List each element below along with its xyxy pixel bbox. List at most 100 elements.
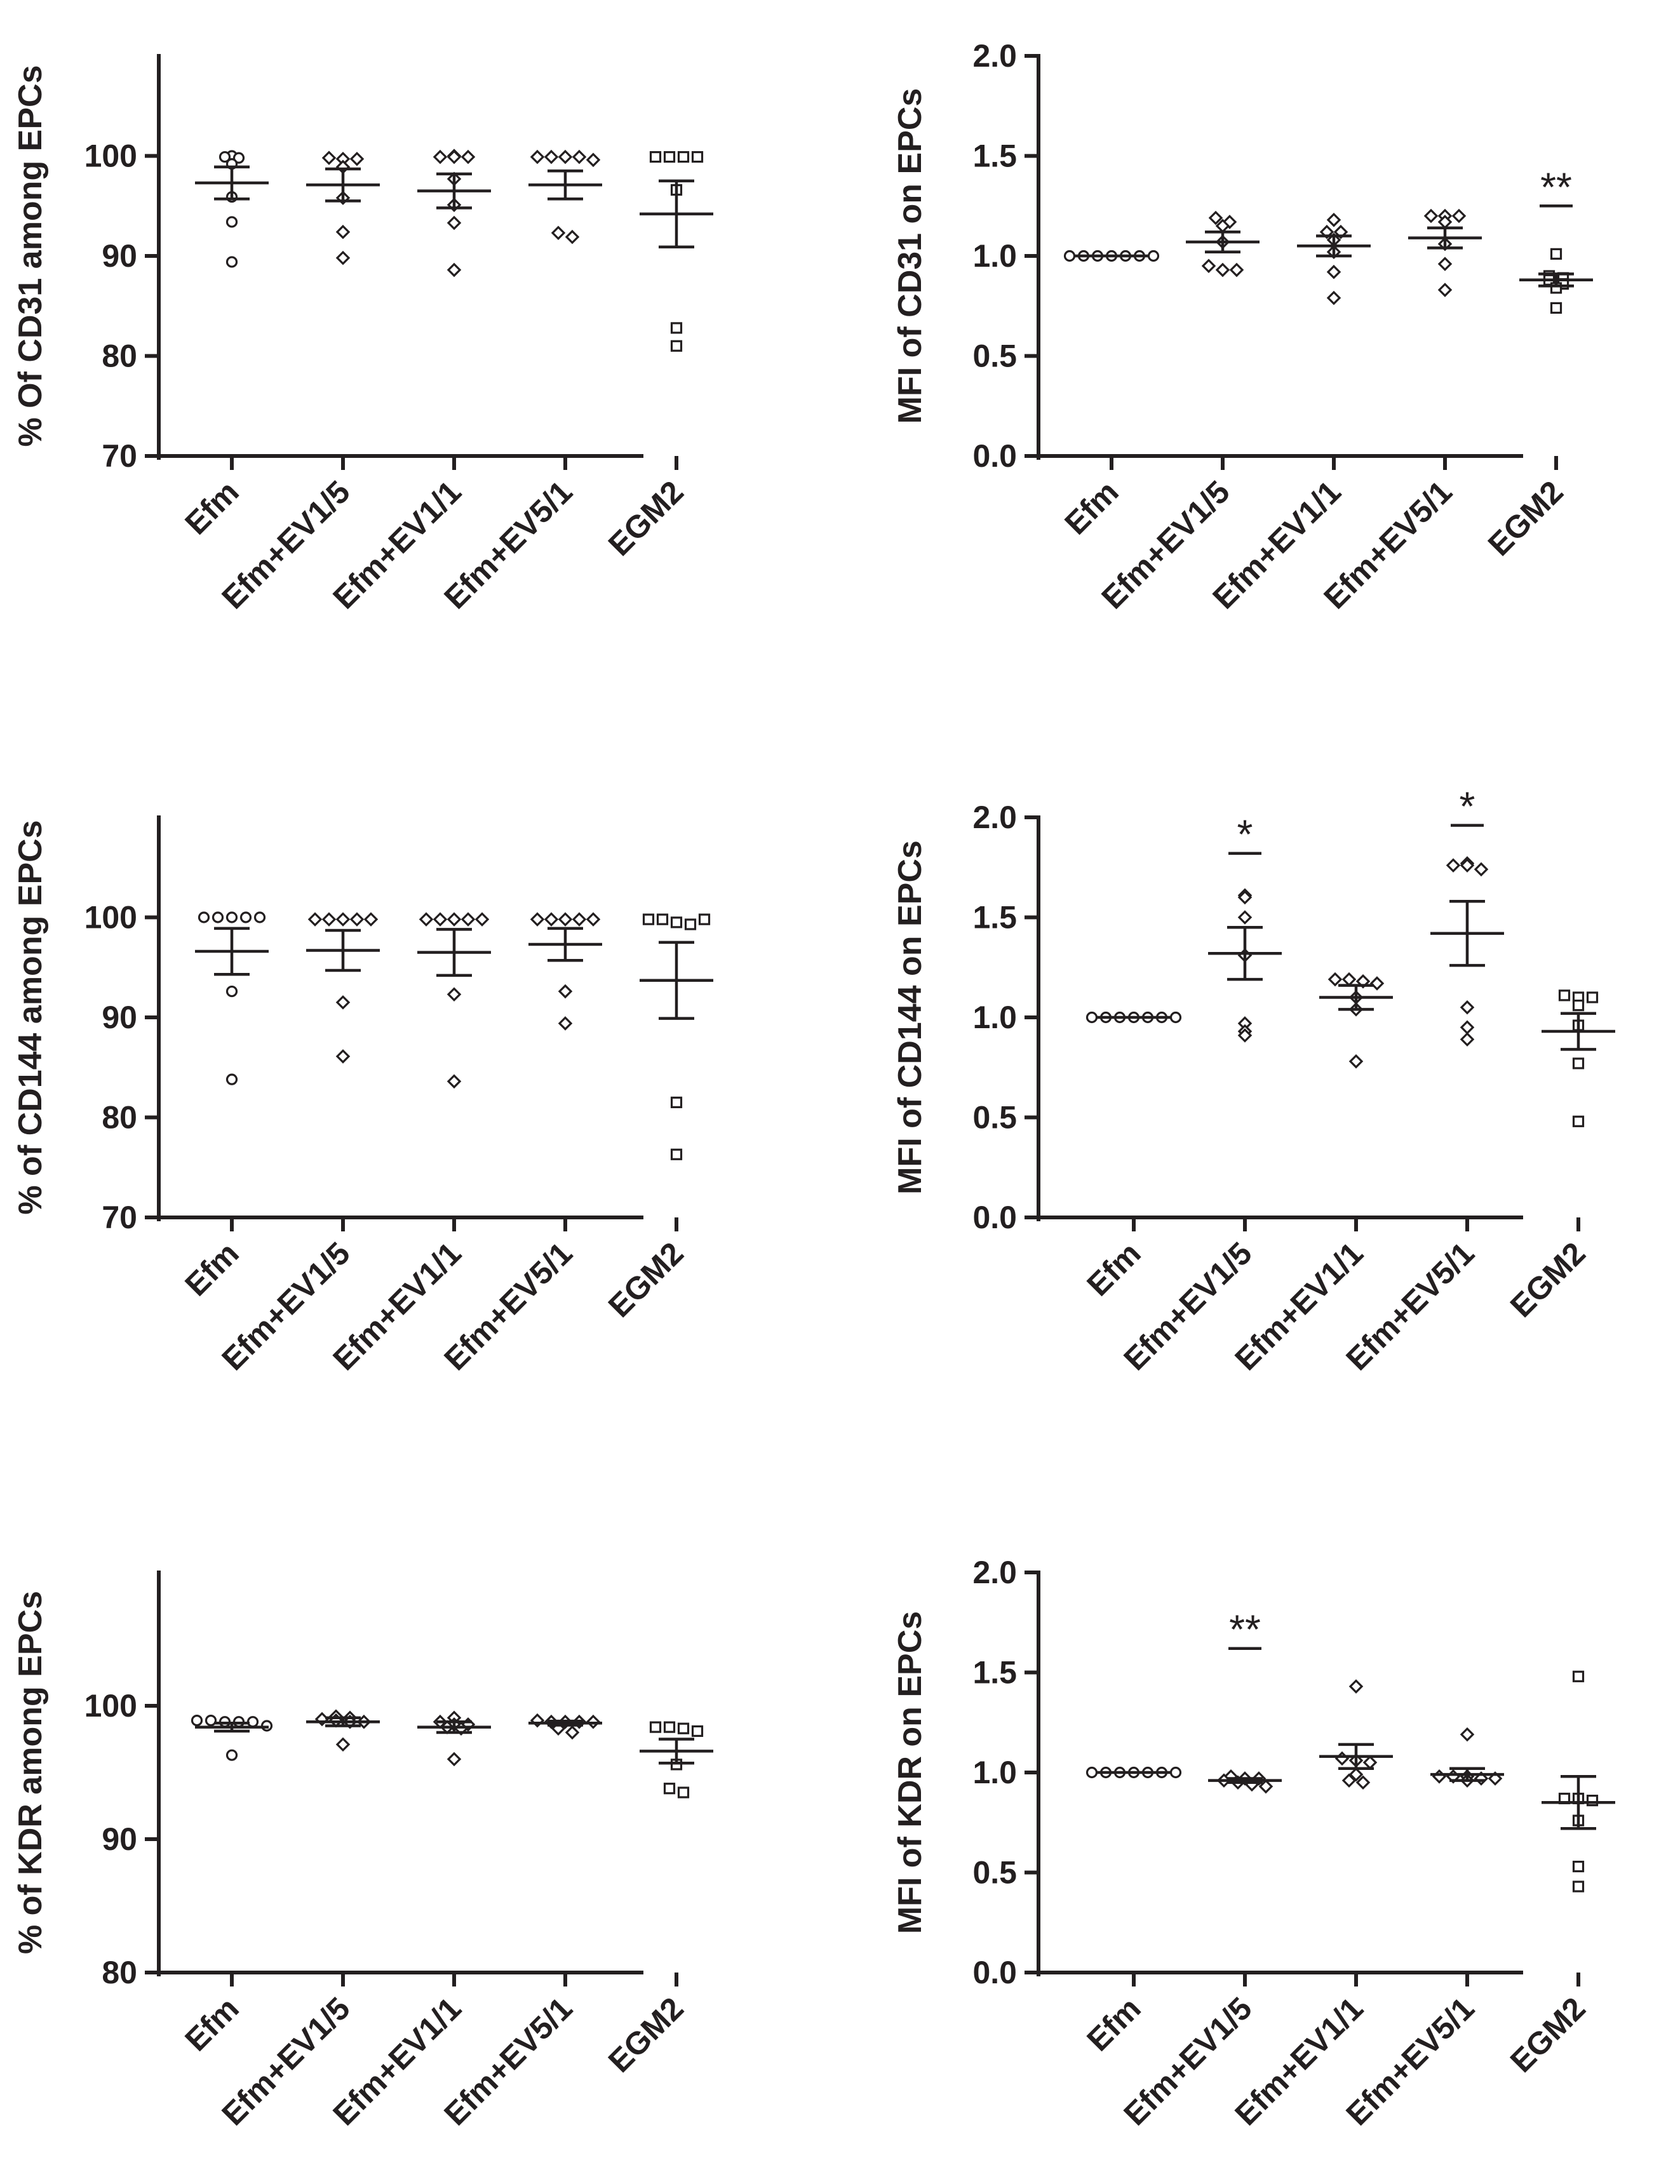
y-tick-label: 0.0 bbox=[972, 1200, 1017, 1235]
data-point bbox=[218, 151, 231, 163]
x-category-label: Efm bbox=[178, 474, 245, 541]
data-point bbox=[1237, 890, 1253, 905]
y-tick-label: 80 bbox=[102, 338, 137, 374]
data-point bbox=[670, 1148, 683, 1160]
x-category-label: EGM2 bbox=[601, 1990, 690, 2079]
data-point bbox=[349, 151, 365, 166]
data-point bbox=[572, 912, 587, 927]
data-point bbox=[225, 911, 238, 923]
data-point bbox=[1460, 1727, 1475, 1742]
y-tick-label: 80 bbox=[102, 1100, 137, 1136]
data-point bbox=[649, 151, 662, 163]
data-point bbox=[586, 912, 601, 927]
data-point bbox=[212, 911, 224, 923]
data-point bbox=[1258, 1779, 1273, 1794]
data-point bbox=[447, 1074, 462, 1089]
data-point bbox=[1460, 1032, 1475, 1047]
y-tick-label: 1.5 bbox=[972, 900, 1017, 935]
data-point bbox=[530, 912, 545, 927]
y-axis-title: % of KDR among EPCs bbox=[12, 1591, 49, 1954]
data-point bbox=[1169, 1011, 1182, 1024]
x-category-label: EGM2 bbox=[601, 474, 690, 563]
y-tick-label: 0.0 bbox=[972, 438, 1017, 474]
data-point bbox=[335, 1049, 351, 1064]
y-tick-label: 0.5 bbox=[972, 1100, 1017, 1136]
data-point bbox=[551, 225, 566, 241]
data-point bbox=[1572, 1670, 1585, 1682]
data-point bbox=[460, 149, 476, 164]
significance-label: * bbox=[1460, 784, 1475, 829]
x-category-label: EGM2 bbox=[1481, 474, 1570, 563]
data-point bbox=[1446, 858, 1461, 873]
x-category-label: Efm bbox=[178, 1990, 245, 2058]
data-point bbox=[447, 1752, 462, 1767]
data-point bbox=[565, 1725, 580, 1740]
data-point bbox=[558, 984, 573, 999]
data-point bbox=[1169, 1766, 1182, 1779]
data-point bbox=[1474, 862, 1489, 877]
y-tick-label: 90 bbox=[102, 238, 137, 274]
data-point bbox=[698, 913, 711, 925]
data-point bbox=[1558, 989, 1571, 1002]
data-point bbox=[1085, 1766, 1098, 1779]
data-point bbox=[642, 913, 655, 925]
data-point bbox=[335, 995, 351, 1010]
significance-label: ** bbox=[1229, 1607, 1261, 1652]
data-point bbox=[1201, 258, 1216, 274]
x-category-label: EGM2 bbox=[601, 1235, 690, 1324]
data-point bbox=[447, 912, 462, 927]
data-point bbox=[335, 224, 351, 239]
data-point bbox=[198, 911, 210, 923]
data-point bbox=[565, 229, 580, 245]
data-point bbox=[1460, 858, 1475, 873]
data-point bbox=[349, 912, 365, 927]
y-tick-label: 0.0 bbox=[972, 1955, 1017, 1990]
y-tick-label: 1.0 bbox=[972, 238, 1017, 274]
data-point bbox=[670, 322, 683, 334]
y-tick-label: 100 bbox=[84, 900, 137, 935]
data-point bbox=[460, 912, 476, 927]
data-point bbox=[691, 1725, 704, 1737]
data-point bbox=[1586, 991, 1599, 1003]
x-category-label: EGM2 bbox=[1503, 1990, 1592, 2079]
data-point bbox=[232, 152, 245, 164]
data-point bbox=[1355, 1775, 1371, 1790]
data-point bbox=[684, 918, 697, 930]
y-tick-label: 80 bbox=[102, 1955, 137, 1990]
data-point bbox=[205, 1715, 217, 1727]
data-point bbox=[677, 1786, 690, 1799]
data-point bbox=[1334, 1751, 1350, 1766]
data-point bbox=[1237, 910, 1253, 925]
data-point bbox=[1460, 1000, 1475, 1015]
y-axis-title: MFI of KDR on EPCs bbox=[892, 1611, 929, 1934]
data-point bbox=[419, 912, 434, 927]
data-point bbox=[558, 912, 573, 927]
data-point bbox=[1572, 1057, 1585, 1069]
y-tick-label: 70 bbox=[102, 438, 137, 474]
data-point bbox=[656, 913, 669, 925]
data-point bbox=[677, 1722, 690, 1734]
data-point bbox=[1437, 283, 1453, 297]
data-point bbox=[1063, 250, 1076, 262]
y-tick-label: 0.5 bbox=[972, 338, 1017, 374]
data-point bbox=[474, 912, 490, 927]
data-point bbox=[1215, 262, 1230, 278]
data-point bbox=[670, 916, 683, 928]
data-point bbox=[1451, 208, 1467, 224]
data-point bbox=[1572, 1860, 1585, 1873]
data-point bbox=[1341, 972, 1357, 987]
data-point bbox=[1460, 1020, 1475, 1035]
y-axis-title: MFI of CD144 on EPCs bbox=[892, 840, 929, 1195]
data-point bbox=[433, 149, 448, 164]
data-point bbox=[1432, 1769, 1447, 1784]
data-point bbox=[649, 1721, 662, 1733]
data-point bbox=[1437, 257, 1453, 271]
data-point bbox=[447, 149, 462, 164]
data-point bbox=[1341, 1773, 1357, 1788]
data-point bbox=[1326, 290, 1341, 305]
